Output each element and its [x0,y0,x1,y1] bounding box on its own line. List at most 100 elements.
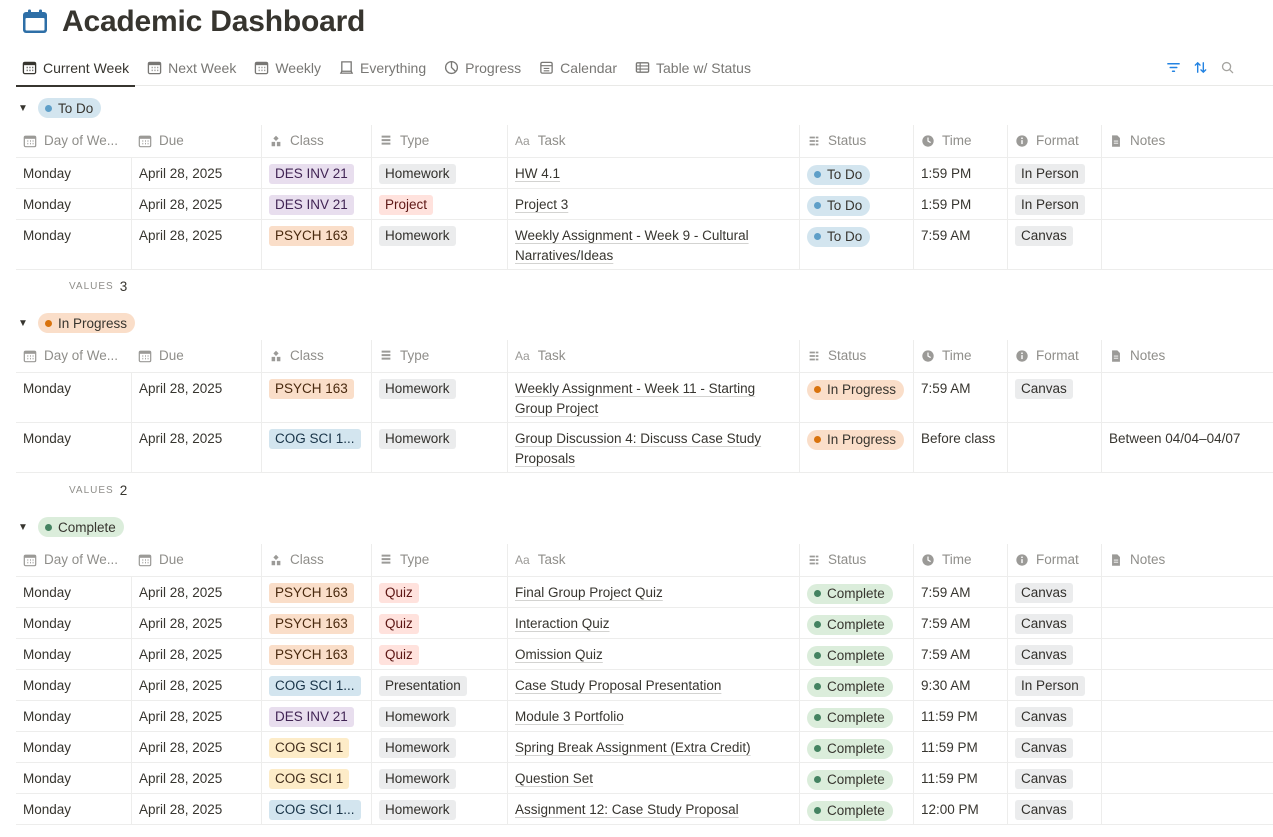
cell-day[interactable]: Monday [16,608,131,638]
cell-due[interactable]: April 28, 2025 [131,670,261,700]
task-title[interactable]: Proposals [515,451,576,466]
cell-notes[interactable]: Between 04/04–04/07 [1101,423,1273,472]
cell-format[interactable]: Canvas [1007,373,1101,422]
cell-status[interactable]: Complete [799,577,913,607]
cell-notes[interactable] [1101,373,1273,422]
cell-status[interactable]: Complete [799,608,913,638]
cell-due[interactable]: April 28, 2025 [131,189,261,219]
cell-class[interactable]: PSYCH 163 [261,373,371,422]
cell-day[interactable]: Monday [16,763,131,793]
cell-type[interactable]: Homework [371,701,507,731]
cell-type[interactable]: Homework [371,423,507,472]
cell-day[interactable]: Monday [16,577,131,607]
tab-calendar[interactable]: Calendar [533,50,623,86]
cell-time[interactable]: 12:00 PM [913,794,1007,824]
cell-format[interactable]: Canvas [1007,577,1101,607]
cell-day[interactable]: Monday [16,220,131,269]
cell-class[interactable]: DES INV 21 [261,701,371,731]
cell-class[interactable]: DES INV 21 [261,189,371,219]
cell-type[interactable]: Homework [371,220,507,269]
cell-class[interactable]: DES INV 21 [261,158,371,188]
cell-due[interactable]: April 28, 2025 [131,608,261,638]
column-header-type[interactable]: Type [371,544,507,576]
cell-type[interactable]: Quiz [371,608,507,638]
group-header-complete[interactable]: ▼ Complete [18,516,124,538]
cell-task[interactable]: Question Set [507,763,799,793]
cell-type[interactable]: Homework [371,373,507,422]
column-header-format[interactable]: Format [1007,125,1101,157]
cell-notes[interactable] [1101,701,1273,731]
cell-type[interactable]: Homework [371,158,507,188]
cell-format[interactable]: Canvas [1007,701,1101,731]
cell-day[interactable]: Monday [16,158,131,188]
cell-format[interactable]: Canvas [1007,639,1101,669]
toggle-triangle-icon[interactable]: ▼ [18,102,28,114]
table-row[interactable]: Monday April 28, 2025 COG SCI 1... Presenta… [16,670,1273,701]
cell-time[interactable]: 1:59 PM [913,189,1007,219]
cell-notes[interactable] [1101,639,1273,669]
cell-class[interactable]: COG SCI 1... [261,794,371,824]
task-title[interactable]: Spring Break Assignment (Extra Credit) [515,740,751,755]
cell-due[interactable]: April 28, 2025 [131,373,261,422]
column-header-day[interactable]: Day of We... [16,125,131,157]
table-row[interactable]: Monday April 28, 2025 PSYCH 163 Quiz Interac… [16,608,1273,639]
cell-notes[interactable] [1101,732,1273,762]
cell-status[interactable]: In Progress [799,373,913,422]
cell-due[interactable]: April 28, 2025 [131,763,261,793]
cell-day[interactable]: Monday [16,189,131,219]
cell-format[interactable]: Canvas [1007,763,1101,793]
cell-format[interactable] [1007,423,1101,472]
task-title[interactable]: Group Project [515,401,599,416]
cell-task[interactable]: Spring Break Assignment (Extra Credit) [507,732,799,762]
table-row[interactable]: Monday April 28, 2025 PSYCH 163 Quiz Omissio… [16,639,1273,670]
cell-task[interactable]: Weekly Assignment - Week 9 - Cultural Nar… [507,220,799,269]
sort-icon[interactable] [1193,60,1208,75]
cell-status[interactable]: Complete [799,794,913,824]
column-header-class[interactable]: Class [261,544,371,576]
cell-class[interactable]: COG SCI 1... [261,423,371,472]
cell-class[interactable]: PSYCH 163 [261,577,371,607]
cell-notes[interactable] [1101,220,1273,269]
cell-due[interactable]: April 28, 2025 [131,794,261,824]
task-title[interactable]: Weekly Assignment - Week 9 - Cultural [515,228,749,243]
table-row[interactable]: Monday April 28, 2025 COG SCI 1... Homework… [16,423,1273,473]
column-header-day[interactable]: Day of We... [16,340,131,372]
cell-type[interactable]: Homework [371,763,507,793]
cell-class[interactable]: PSYCH 163 [261,608,371,638]
column-header-task[interactable]: Aa Task [507,544,799,576]
column-header-time[interactable]: Time [913,544,1007,576]
task-title[interactable]: Project 3 [515,197,569,212]
cell-day[interactable]: Monday [16,732,131,762]
tab-table-w-status[interactable]: Table w/ Status [629,50,757,86]
task-title[interactable]: Assignment 12: Case Study Proposal [515,802,739,817]
cell-status[interactable]: Complete [799,639,913,669]
cell-time[interactable]: 7:59 AM [913,639,1007,669]
task-title[interactable]: Group Discussion 4: Discuss Case Study [515,431,762,446]
task-title[interactable]: Final Group Project Quiz [515,585,663,600]
cell-status[interactable]: Complete [799,701,913,731]
cell-class[interactable]: COG SCI 1... [261,670,371,700]
cell-day[interactable]: Monday [16,701,131,731]
cell-time[interactable]: 11:59 PM [913,732,1007,762]
column-header-task[interactable]: Aa Task [507,340,799,372]
cell-status[interactable]: Complete [799,670,913,700]
cell-format[interactable]: In Person [1007,189,1101,219]
cell-due[interactable]: April 28, 2025 [131,158,261,188]
column-header-time[interactable]: Time [913,125,1007,157]
cell-format[interactable]: In Person [1007,158,1101,188]
toggle-triangle-icon[interactable]: ▼ [18,317,28,329]
cell-class[interactable]: PSYCH 163 [261,639,371,669]
cell-notes[interactable] [1101,763,1273,793]
cell-task[interactable]: Project 3 [507,189,799,219]
cell-task[interactable]: Module 3 Portfolio [507,701,799,731]
table-row[interactable]: Monday April 28, 2025 PSYCH 163 Homework Wee… [16,220,1273,270]
group-header-inprogress[interactable]: ▼ In Progress [18,312,136,334]
cell-time[interactable]: 7:59 AM [913,373,1007,422]
cell-task[interactable]: HW 4.1 [507,158,799,188]
cell-notes[interactable] [1101,158,1273,188]
column-header-day[interactable]: Day of We... [16,544,131,576]
table-row[interactable]: Monday April 28, 2025 DES INV 21 Project Pro… [16,189,1273,220]
column-header-due[interactable]: Due [131,544,261,576]
cell-type[interactable]: Quiz [371,639,507,669]
cell-notes[interactable] [1101,577,1273,607]
